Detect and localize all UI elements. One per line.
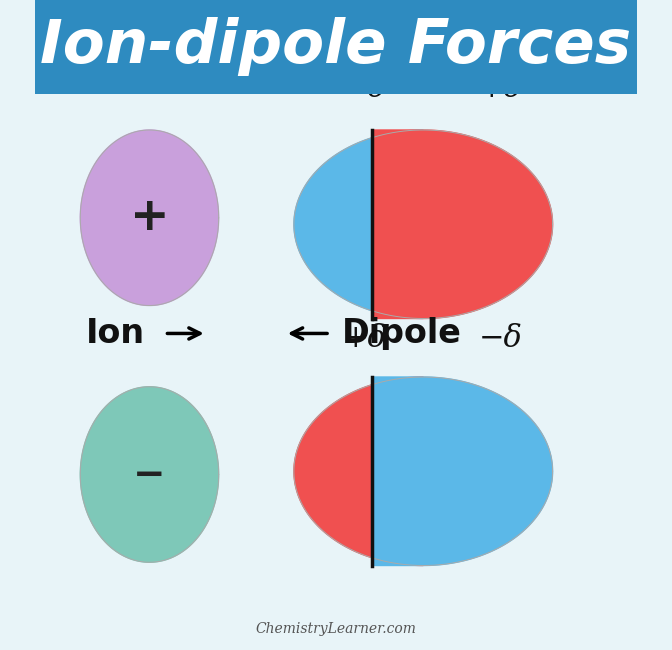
Text: +: + bbox=[130, 195, 169, 240]
Text: Ion: Ion bbox=[86, 317, 145, 350]
Text: Dipole: Dipole bbox=[342, 317, 462, 350]
Text: ChemistryLearner.com: ChemistryLearner.com bbox=[255, 621, 417, 636]
Text: −δ: −δ bbox=[343, 73, 387, 104]
Text: −δ: −δ bbox=[479, 323, 523, 354]
Polygon shape bbox=[80, 387, 218, 562]
Polygon shape bbox=[372, 130, 552, 318]
Bar bbox=[35, 0, 637, 94]
Text: +δ: +δ bbox=[343, 323, 387, 354]
Polygon shape bbox=[294, 130, 423, 318]
Polygon shape bbox=[80, 130, 218, 306]
Polygon shape bbox=[372, 377, 552, 566]
Polygon shape bbox=[294, 377, 423, 566]
Text: Ion-dipole Forces: Ion-dipole Forces bbox=[40, 18, 632, 76]
Text: +δ: +δ bbox=[479, 73, 523, 104]
Text: −: − bbox=[133, 456, 166, 493]
